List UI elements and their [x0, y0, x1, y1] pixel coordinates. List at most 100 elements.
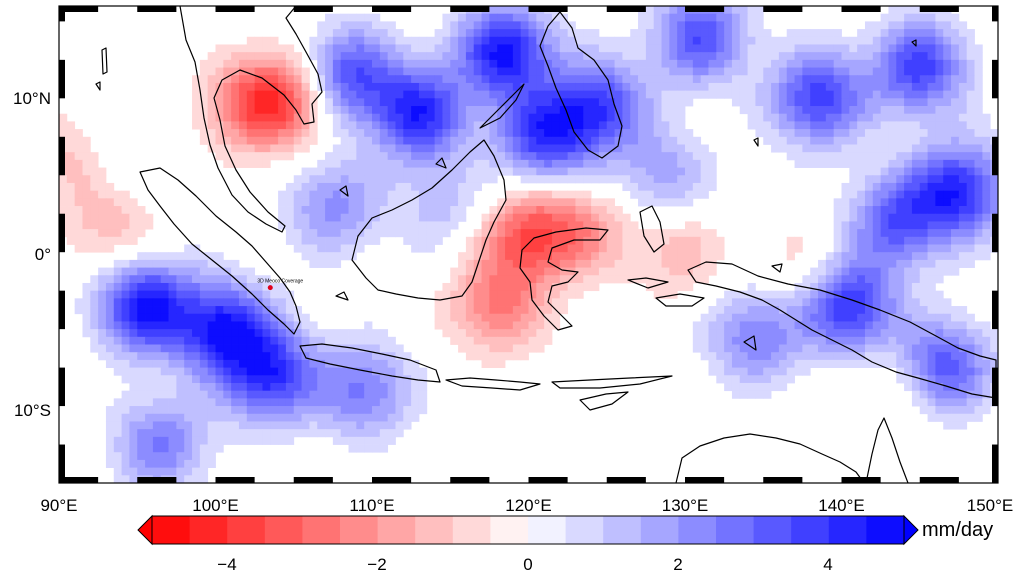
precip-cell [497, 21, 506, 30]
precip-cell [497, 113, 506, 122]
precip-cell [614, 82, 623, 92]
precip-cell [685, 152, 694, 161]
precip-cell [207, 298, 216, 307]
precip-cell [669, 159, 678, 168]
precip-cell [849, 59, 858, 68]
precip-cell [465, 44, 475, 53]
precip-cell [238, 344, 248, 353]
precip-cell [841, 121, 850, 130]
precip-cell [160, 367, 169, 376]
precip-cell [426, 121, 435, 130]
precip-cell [888, 129, 897, 138]
precip-cell [152, 275, 162, 284]
precip-cell [880, 182, 889, 192]
precip-cell [551, 282, 561, 292]
precip-cell [497, 159, 506, 168]
precip-cell [771, 367, 780, 376]
precip-cell [418, 375, 428, 384]
precip-cell [497, 236, 506, 245]
precip-cell [113, 267, 122, 276]
precip-cell [677, 267, 686, 276]
precip-cell [278, 206, 287, 215]
precip-cell [645, 13, 655, 22]
precip-cell [974, 182, 983, 192]
precip-cell [145, 252, 154, 261]
precip-cell [864, 244, 874, 253]
precip-cell [90, 336, 99, 345]
precip-cell [685, 259, 694, 268]
precip-cell [544, 267, 553, 276]
precip-cell [755, 90, 764, 99]
precip-cell [935, 159, 944, 168]
precip-cell [340, 421, 349, 430]
colorbar-swatch [377, 516, 416, 544]
precip-cell [849, 221, 858, 230]
precip-cell [872, 175, 882, 184]
precip-cell [152, 336, 162, 345]
precip-cell [825, 336, 835, 345]
precip-cell [411, 67, 420, 76]
precip-cell [763, 121, 772, 130]
precip-cell [278, 421, 287, 430]
precip-cell [763, 390, 772, 399]
precip-cell [231, 152, 240, 161]
precip-cell [450, 290, 459, 299]
precip-cell [669, 82, 678, 92]
precip-cell [982, 182, 991, 192]
precip-cell [747, 75, 756, 84]
precip-cell [536, 221, 545, 230]
precip-cell [982, 113, 991, 122]
precip-cell [379, 21, 389, 30]
precip-cell [317, 190, 326, 199]
precip-cell [794, 329, 803, 338]
precip-cell [935, 321, 944, 330]
precip-cell [692, 175, 702, 184]
precip-cell [755, 382, 764, 392]
precip-cell [567, 113, 576, 122]
precip-cell [489, 252, 498, 261]
precip-cell [317, 206, 326, 215]
precip-cell [238, 129, 248, 138]
precip-cell [716, 344, 725, 353]
precip-cell [731, 13, 741, 22]
precip-cell [786, 375, 795, 384]
precip-cell [426, 206, 435, 215]
precip-cell [215, 152, 224, 161]
precip-cell [818, 159, 827, 168]
precip-cell [364, 444, 373, 453]
precip-cell [904, 198, 913, 207]
precip-cell [403, 113, 412, 122]
precip-cell [442, 113, 451, 122]
precip-cell [880, 321, 889, 330]
precip-cell [137, 398, 146, 407]
precip-cell [254, 282, 263, 292]
precip-cell [418, 67, 428, 76]
precip-cell [184, 459, 193, 469]
precip-cell [818, 75, 827, 84]
precip-cell [904, 159, 913, 168]
precip-cell [458, 144, 467, 153]
precip-cell [911, 198, 921, 207]
precip-cell [121, 413, 130, 422]
precip-cell [145, 313, 154, 322]
precip-cell [207, 352, 216, 361]
precip-cell [332, 367, 342, 376]
precip-cell [677, 106, 686, 115]
precip-cell [246, 298, 256, 307]
precip-cell [622, 152, 631, 161]
precip-cell [567, 144, 576, 153]
precip-cell [692, 159, 702, 168]
precip-cell [606, 213, 615, 222]
precip-cell [411, 59, 420, 68]
precip-cell [356, 75, 365, 84]
precip-cell [497, 244, 506, 253]
precip-cell [168, 282, 177, 292]
precip-cell [285, 359, 295, 368]
frame-segment [215, 6, 255, 12]
site-marker: 3D Meoco Coverage [257, 279, 303, 291]
precip-cell [739, 298, 748, 307]
precip-cell [520, 21, 529, 30]
precip-cell [567, 275, 576, 284]
coastline-sumatra [139, 167, 301, 335]
precip-cell [849, 75, 858, 84]
